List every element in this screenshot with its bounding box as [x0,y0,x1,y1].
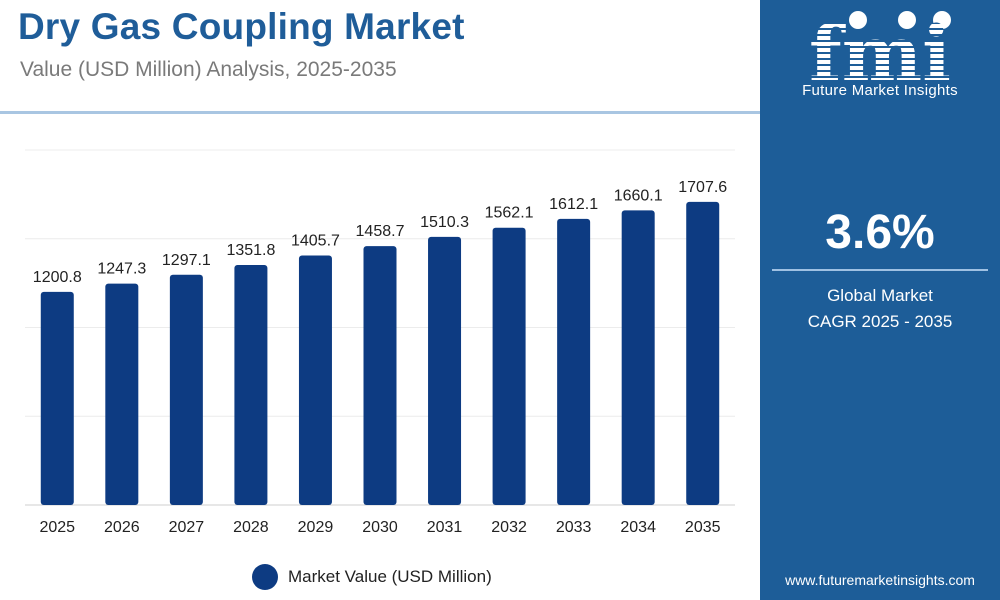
chart-title: Dry Gas Coupling Market [18,6,465,47]
data-label: 1562.1 [485,205,534,222]
bar-2025 [40,291,74,505]
chart-subtitle: Value (USD Million) Analysis, 2025-2035 [20,58,397,81]
x-tick-label: 2035 [685,519,721,536]
bar-2034 [621,210,655,505]
x-tick-label: 2034 [620,519,656,536]
data-label: 1200.8 [33,269,82,286]
bar-chart: 1200.8 2025 1247.3 2026 1297.1 2027 1351.8 2028… [25,149,735,536]
bar-2035 [686,201,720,505]
data-label: 1351.8 [226,242,275,259]
bar-2033 [557,218,591,506]
fmi-logo-icon: fmi [809,9,951,82]
bar-2026 [105,283,139,505]
data-label: 1707.6 [678,179,727,196]
x-tick-label: 2025 [39,519,75,536]
x-tick-label: 2026 [104,519,140,536]
legend-swatch [252,564,278,590]
x-tick-label: 2029 [298,519,334,536]
legend-label: Market Value (USD Million) [288,567,492,586]
x-tick-label: 2031 [427,519,463,536]
x-tick-label: 2032 [491,519,527,536]
logo-text: Future Market Insights [802,82,958,99]
bar-2031 [428,236,462,505]
x-tick-label: 2027 [169,519,205,536]
cagr-divider [772,269,988,271]
cagr-value: 3.6% [825,206,935,259]
data-label: 1247.3 [97,261,146,278]
header-divider [0,111,760,114]
bar-2032 [492,227,526,506]
bar-2028 [234,265,268,505]
data-label: 1297.1 [162,252,211,269]
website-link[interactable]: www.futuremarketinsights.com [785,572,975,588]
x-tick-label: 2030 [362,519,398,536]
bar-2027 [169,274,203,505]
chart-legend: Market Value (USD Million) [252,563,492,591]
bar-2029 [298,255,332,505]
chart-panel: Dry Gas Coupling Market Value (USD Milli… [0,6,760,591]
data-label: 1510.3 [420,214,469,231]
data-label: 1612.1 [549,196,598,213]
x-tick-label: 2028 [233,519,269,536]
sidebar: fmi Future Market Insights 3.6% Global M… [760,0,1000,600]
data-label: 1458.7 [356,223,405,240]
data-label: 1660.1 [614,187,663,204]
x-tick-label: 2033 [556,519,592,536]
cagr-label-line2: CAGR 2025 - 2035 [807,312,953,331]
cagr-label-line1: Global Market [827,286,933,305]
bar-2030 [363,246,397,505]
data-label: 1405.7 [291,232,340,249]
logo-letters: fmi [809,9,951,82]
